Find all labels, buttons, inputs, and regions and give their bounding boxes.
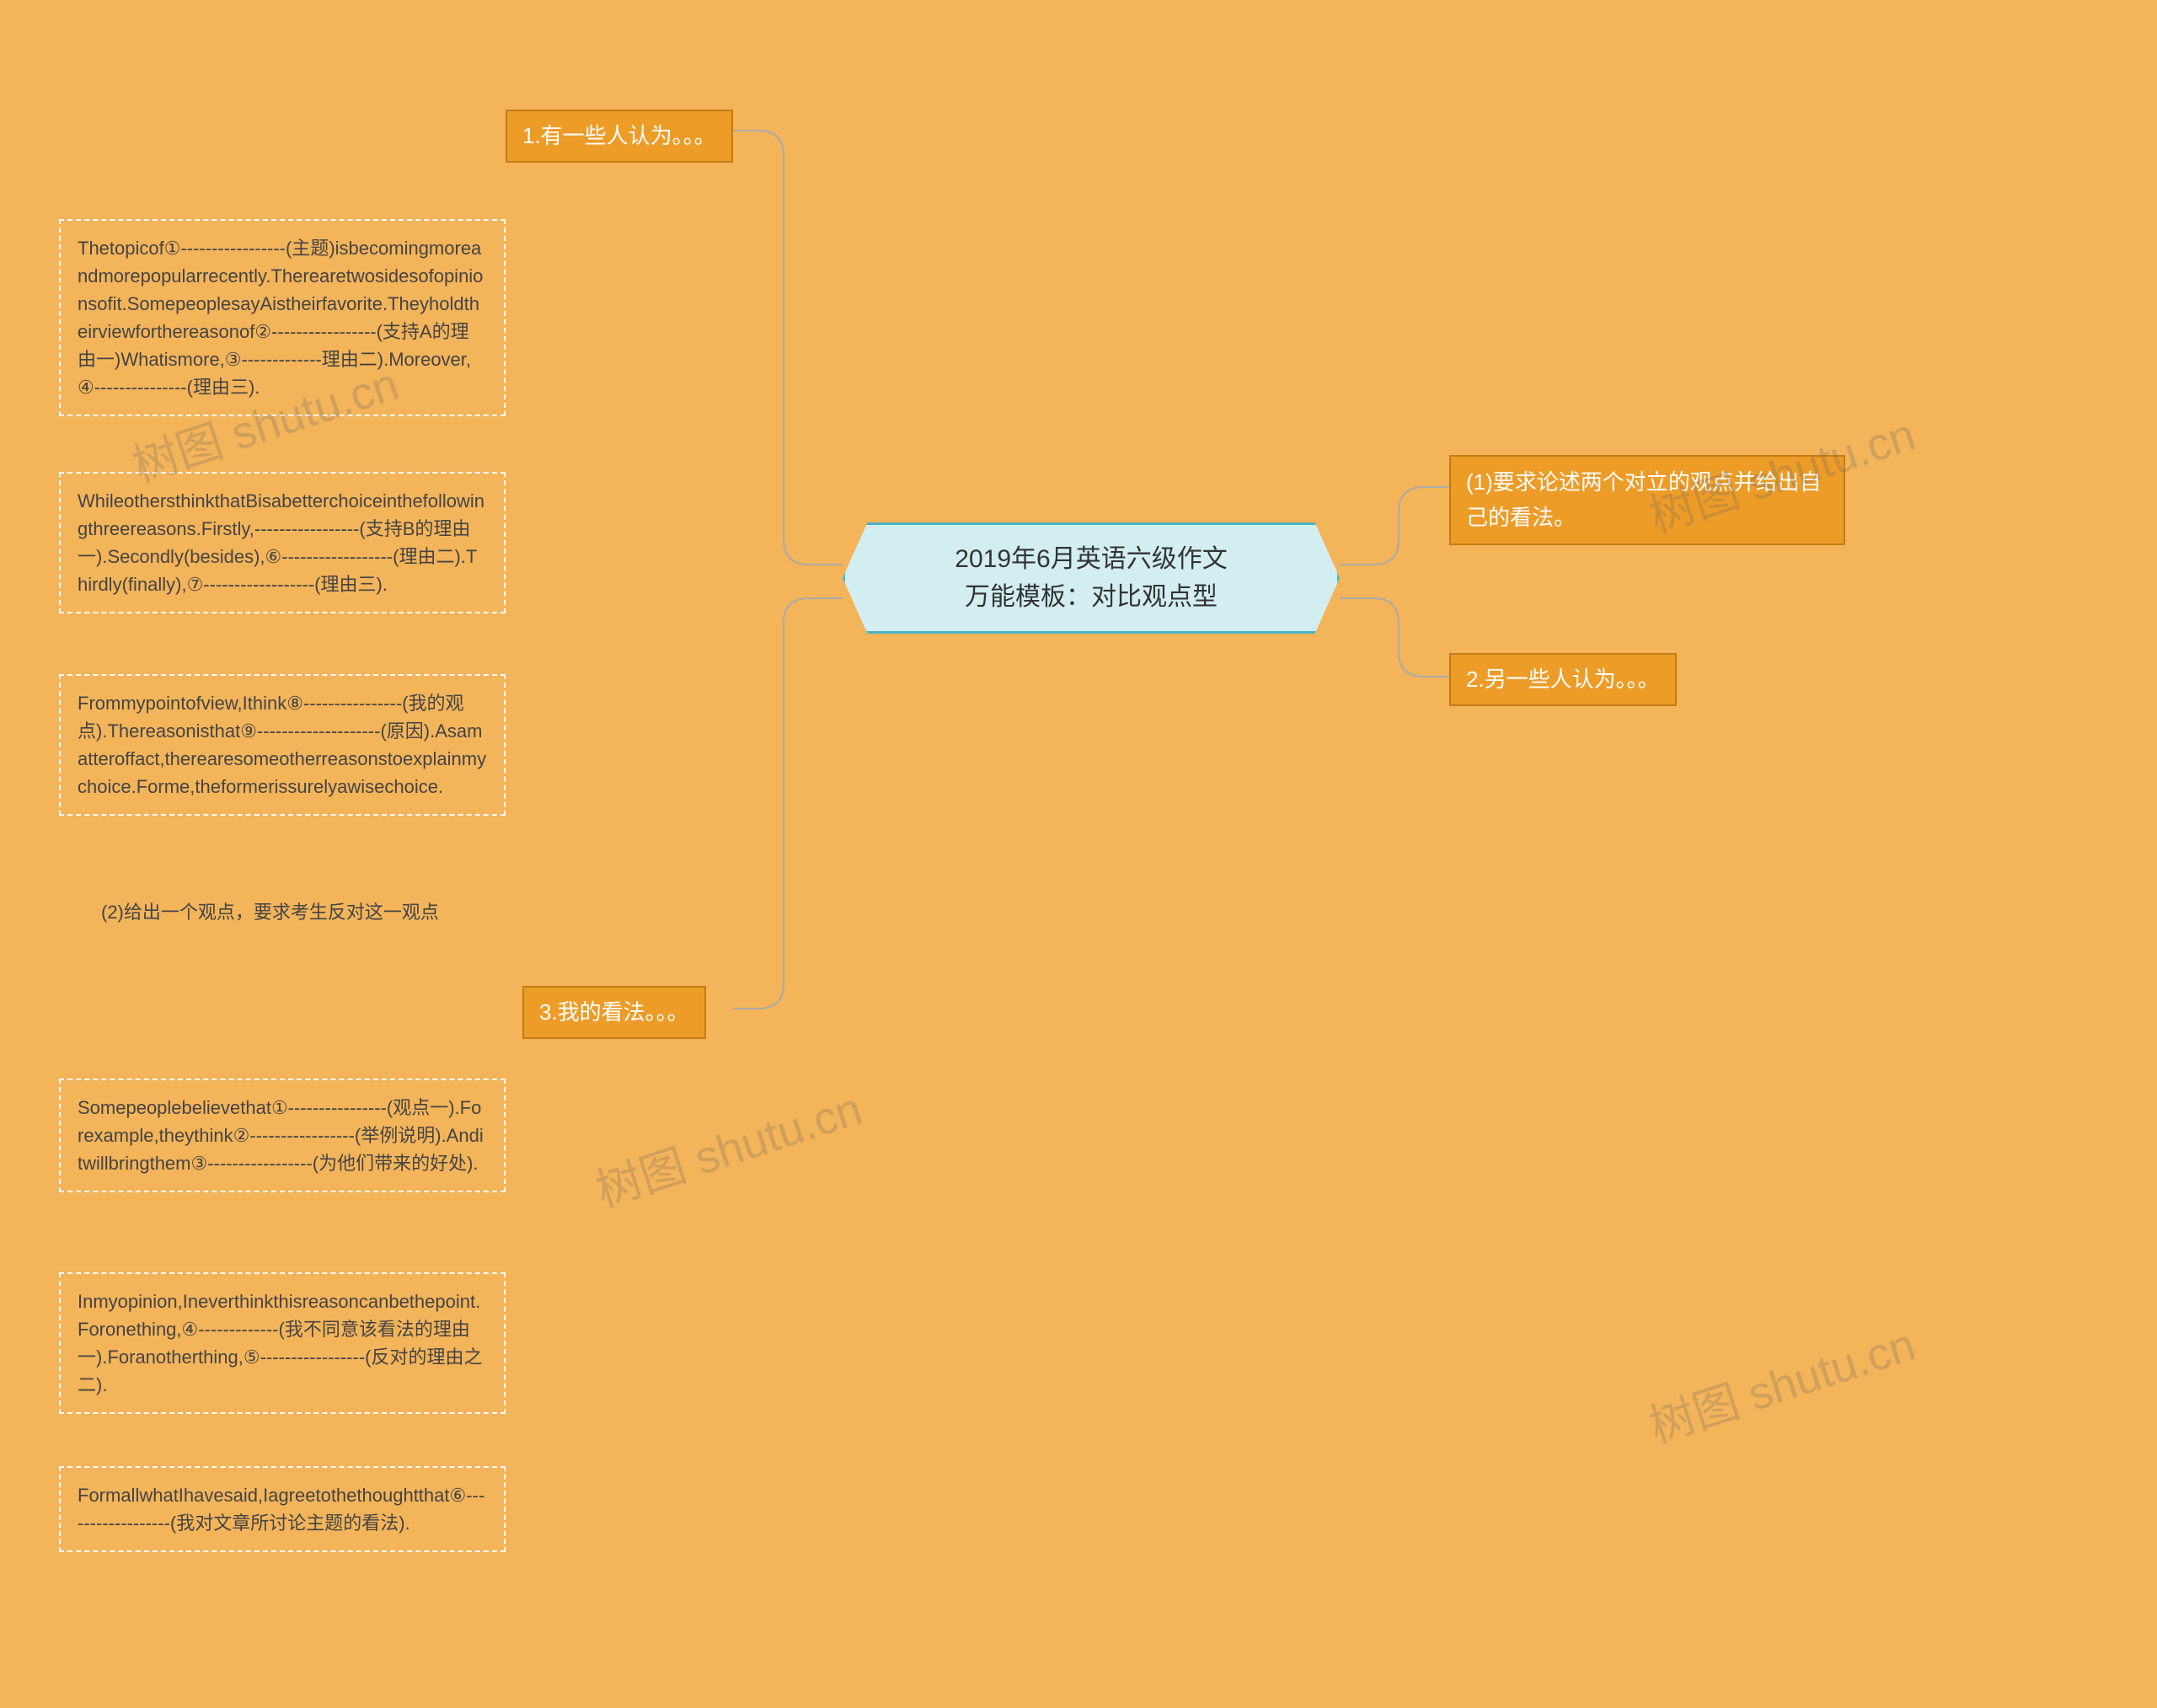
left-box-1: WhileothersthinkthatBisabetterchoiceinth… bbox=[59, 472, 506, 613]
root-line1: 2019年6月英语六级作文 bbox=[870, 540, 1312, 578]
left-box-5: Inmyopinion,Ineverthinkthisreasoncanbeth… bbox=[59, 1272, 506, 1414]
watermark-1: 树图 shutu.cn bbox=[586, 1071, 870, 1219]
right-box-1: (1)要求论述两个对立的观点并给出自己的看法。 bbox=[1449, 455, 1845, 545]
left-box-2: Frommypointofview,Ithink⑧---------------… bbox=[59, 674, 506, 816]
left-branch-3: 3.我的看法。。。 bbox=[522, 986, 706, 1039]
left-box-6: FormallwhatIhavesaid,Iagreetothethoughtt… bbox=[59, 1466, 506, 1552]
left-box-4: Somepeoplebelievethat①----------------(观… bbox=[59, 1079, 506, 1192]
root-line2: 万能模板：对比观点型 bbox=[870, 578, 1312, 616]
left-box-3: (2)给出一个观点，要求考生反对这一观点 bbox=[84, 885, 506, 940]
left-box-0: Thetopicof①-----------------(主题)isbecomi… bbox=[59, 219, 506, 416]
root-node: 2019年6月英语六级作文 万能模板：对比观点型 bbox=[843, 522, 1340, 634]
watermark-3: 树图 shutu.cn bbox=[1640, 1307, 1923, 1455]
right-branch-2: 2.另一些人认为。。。 bbox=[1449, 653, 1677, 706]
left-branch-1: 1.有一些人认为。。。 bbox=[506, 110, 733, 163]
